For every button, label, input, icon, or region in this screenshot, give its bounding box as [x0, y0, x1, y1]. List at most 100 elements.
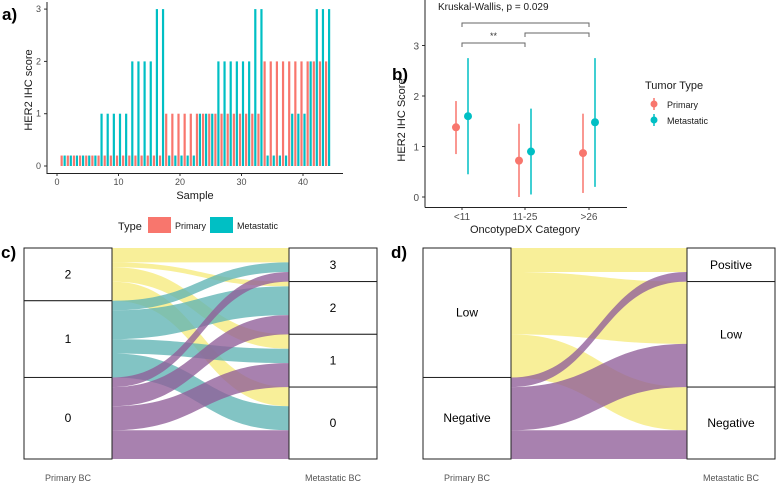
b-significance-bracket — [461, 42, 526, 47]
a-ytick-label: 0 — [36, 161, 41, 171]
a-bar-metastatic — [223, 61, 226, 166]
a-bar-primary — [318, 61, 322, 166]
panel-label-b: b) — [392, 65, 408, 84]
flow-0-to-1 — [112, 363, 289, 431]
a-bar-primary — [220, 113, 223, 166]
panel-a-bar-chart: HER2 IHC score Sample Type Primary Metas… — [23, 2, 343, 233]
a-bar-primary — [171, 113, 174, 166]
a-ytick-label: 1 — [36, 109, 41, 119]
flow-1-to-3 — [112, 262, 289, 311]
a-bar-metastatic — [272, 155, 275, 166]
b-significance-bracket — [524, 32, 590, 37]
panel-c-alluvial: 2 1 0 3 2 1 0 Primary BC Metastatic BC — [23, 247, 378, 483]
a-bar-primary — [85, 155, 88, 166]
a-bar-metastatic — [284, 155, 288, 166]
a-bar-metastatic — [297, 113, 300, 166]
right-axis-label: Metastatic BC — [703, 473, 760, 483]
a-bar-metastatic — [186, 155, 189, 166]
a-bar-primary — [97, 155, 100, 166]
left-node-label: 1 — [65, 332, 72, 346]
a-bar-metastatic — [125, 113, 128, 166]
a-xtick-label: 30 — [236, 177, 246, 187]
right-node-label: Low — [720, 327, 742, 341]
b-ytick-label: 1 — [413, 143, 419, 154]
a-bar-metastatic — [88, 155, 91, 166]
a-bar-metastatic — [155, 9, 158, 166]
a-bar-metastatic — [303, 113, 306, 166]
a-bar-primary — [232, 113, 235, 166]
b-point-primary — [452, 123, 460, 132]
a-bar-primary — [325, 61, 328, 166]
flow-negative-to-positive — [511, 271, 687, 388]
a-legend-swatch-metastatic — [210, 217, 233, 233]
left-node-box — [23, 247, 113, 302]
a-bar-metastatic — [149, 61, 152, 166]
a-bar-primary — [275, 61, 278, 166]
a-bar-metastatic — [321, 9, 325, 166]
right-node-box — [686, 386, 776, 460]
a-bar-primary — [281, 61, 285, 166]
a-bar-primary — [91, 155, 94, 166]
a-legend-title: Type — [118, 221, 142, 233]
right-node-label: Negative — [707, 416, 755, 430]
a-bar-primary — [60, 155, 63, 166]
a-bar-primary — [269, 61, 272, 166]
b-title: Kruskal-Wallis, p = 0.029 — [438, 2, 549, 13]
a-bar-primary — [122, 155, 125, 166]
a-bar-metastatic — [168, 155, 171, 166]
a-bar-primary — [202, 113, 205, 166]
a-bar-metastatic — [94, 155, 97, 166]
a-bar-primary — [66, 155, 69, 166]
a-bar-metastatic — [291, 113, 294, 166]
a-bar-metastatic — [205, 113, 208, 166]
a-legend-metastatic: Metastatic — [237, 221, 279, 231]
a-bar-primary — [183, 113, 186, 166]
a-bar-primary — [226, 113, 229, 166]
a-bar-primary — [128, 155, 131, 166]
flow-0-to-0 — [112, 430, 289, 459]
a-bar-metastatic — [75, 155, 79, 166]
b-point-metastatic — [464, 112, 472, 121]
b-significance-bracket — [461, 22, 590, 27]
a-bar-primary — [208, 113, 211, 166]
a-bar-metastatic — [266, 155, 269, 166]
left-node-label: Negative — [443, 411, 491, 425]
a-bar-primary — [72, 155, 76, 166]
a-bar-primary — [146, 155, 149, 166]
a-bar-metastatic — [161, 9, 165, 166]
a-bar-primary — [189, 113, 192, 166]
right-node-box — [686, 247, 776, 283]
b-ytick-label: 0 — [413, 193, 419, 204]
a-bar-metastatic — [235, 61, 238, 166]
b-point-primary — [579, 149, 587, 158]
a-ylabel: HER2 IHC score — [23, 49, 35, 130]
b-xlabel: OncotypeDX Category — [470, 224, 581, 236]
a-bar-metastatic — [143, 61, 146, 166]
a-bar-metastatic — [328, 9, 331, 166]
a-ytick-label: 2 — [36, 56, 41, 66]
a-bar-metastatic — [260, 9, 263, 166]
a-bar-primary — [109, 155, 112, 166]
flow-2-to-3 — [112, 248, 289, 263]
b-point-metastatic — [527, 147, 535, 156]
a-bar-metastatic — [192, 155, 195, 166]
a-bar-primary — [238, 113, 242, 166]
flow-2-to-0 — [112, 281, 289, 407]
b-point-metastatic — [591, 118, 599, 127]
a-bar-primary — [103, 155, 106, 166]
b-legend-key-metastatic — [650, 116, 658, 124]
a-bar-primary — [288, 61, 291, 166]
flow-negative-to-negative — [511, 430, 687, 459]
b-xtick-label: >26 — [581, 212, 598, 223]
a-bar-metastatic — [198, 113, 202, 166]
left-node-label: Low — [456, 306, 478, 320]
a-bar-primary — [251, 113, 254, 166]
panel-label-c: c) — [1, 243, 16, 262]
b-legend-metastatic: Metastatic — [667, 116, 709, 126]
a-bar-metastatic — [118, 113, 122, 166]
left-axis-label: Primary BC — [444, 473, 491, 483]
right-node-box — [288, 281, 378, 335]
left-node-label: 0 — [65, 411, 72, 425]
a-bar-primary — [195, 113, 199, 166]
